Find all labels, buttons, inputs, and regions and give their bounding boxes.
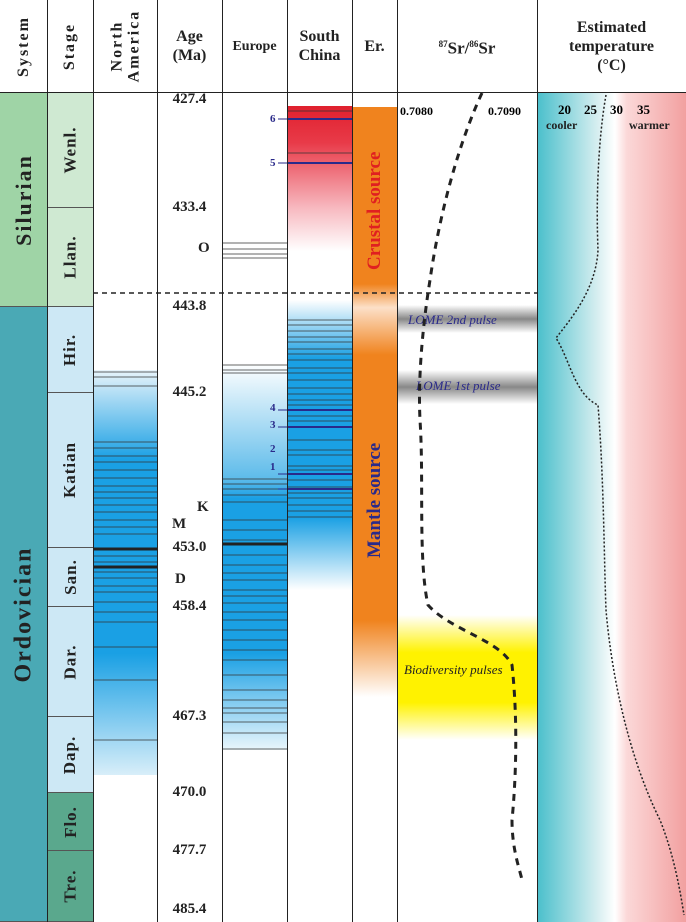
stage-2: Hir. <box>48 307 93 393</box>
header-temp-unit: (°C) <box>597 56 626 74</box>
header-sr: 87Sr/86Sr <box>397 0 537 92</box>
stage-5: Dar. <box>48 607 93 717</box>
warmer-label: warmer <box>629 118 670 132</box>
lome-1st-label: LOME 1st pulse <box>416 378 501 393</box>
header-divider <box>0 92 686 93</box>
stage-0: Wenl. <box>48 93 93 208</box>
temperature-curve <box>555 94 685 916</box>
stage-8: Tre. <box>48 851 93 922</box>
europe-bed-zone <box>223 363 287 750</box>
bed-label-5: 5 <box>270 157 276 169</box>
sr-curve <box>417 92 524 881</box>
bed-label-O: O <box>198 240 210 256</box>
stage-4: San. <box>48 548 93 607</box>
stage-3: Katian <box>48 393 93 548</box>
south-china-ordovician-zone <box>288 300 352 590</box>
age-tick: 467.3 <box>172 708 207 724</box>
header-er-text: Er. <box>364 37 385 55</box>
bed-label-D: D <box>175 571 186 587</box>
temp-tick: 25 <box>584 102 597 117</box>
header-temp-text: Estimated temperature <box>569 18 654 55</box>
age-tick: 453.0 <box>172 539 207 555</box>
temp-tick: 20 <box>558 102 571 117</box>
system-silurian: Silurian <box>0 93 47 307</box>
header-temperature: Estimated temperature (°C) <box>537 0 686 92</box>
header-age-text: Age (Ma) <box>172 28 207 64</box>
south-china-silurian-zone <box>288 106 352 251</box>
temperature-gradient <box>538 93 686 922</box>
header-sc-text: South China <box>298 28 341 64</box>
lome-2nd-label: LOME 2nd pulse <box>408 312 497 327</box>
age-tick: 458.4 <box>172 598 207 614</box>
header-south-china: South China <box>287 0 352 92</box>
bed-label-3: 3 <box>270 419 276 431</box>
stage-1: Llan. <box>48 208 93 307</box>
cooler-label: cooler <box>546 118 578 132</box>
header-europe: Europe <box>222 0 287 92</box>
age-tick: 470.0 <box>172 784 207 800</box>
bed-label-4: 4 <box>270 402 276 414</box>
lome-2nd-pulse-band <box>397 305 537 333</box>
bed-label-1: 1 <box>270 461 276 473</box>
sr-tick-0.7080: 0.7080 <box>400 104 433 118</box>
temp-tick: 35 <box>637 102 650 117</box>
er-bar <box>353 107 397 697</box>
age-tick: 445.2 <box>172 384 207 400</box>
biodiversity-label: Biodiversity pulses <box>404 662 503 677</box>
header-age: Age (Ma) <box>157 0 222 92</box>
age-tick: 485.4 <box>172 901 207 917</box>
age-tick: 443.8 <box>172 298 207 314</box>
age-tick: 427.4 <box>172 91 207 107</box>
bed-label-6: 6 <box>270 113 276 125</box>
bed-label-K: K <box>197 499 209 515</box>
header-er: Er. <box>352 0 397 92</box>
age-tick: 477.7 <box>172 842 207 858</box>
temp-tick: 30 <box>610 102 623 117</box>
age-tick: 433.4 <box>172 199 207 215</box>
header-europe-text: Europe <box>232 38 277 54</box>
bed-label-M: M <box>172 516 187 532</box>
stage-7: Flo. <box>48 793 93 851</box>
system-ordovician: Ordovician <box>0 307 47 922</box>
bed-label-2: 2 <box>270 443 276 455</box>
sr-tick-0.7090: 0.7090 <box>488 104 521 118</box>
stage-6: Dap. <box>48 717 93 793</box>
north-america-bed-zone <box>94 370 157 775</box>
header-sr-text: 87Sr/86Sr <box>438 38 496 58</box>
